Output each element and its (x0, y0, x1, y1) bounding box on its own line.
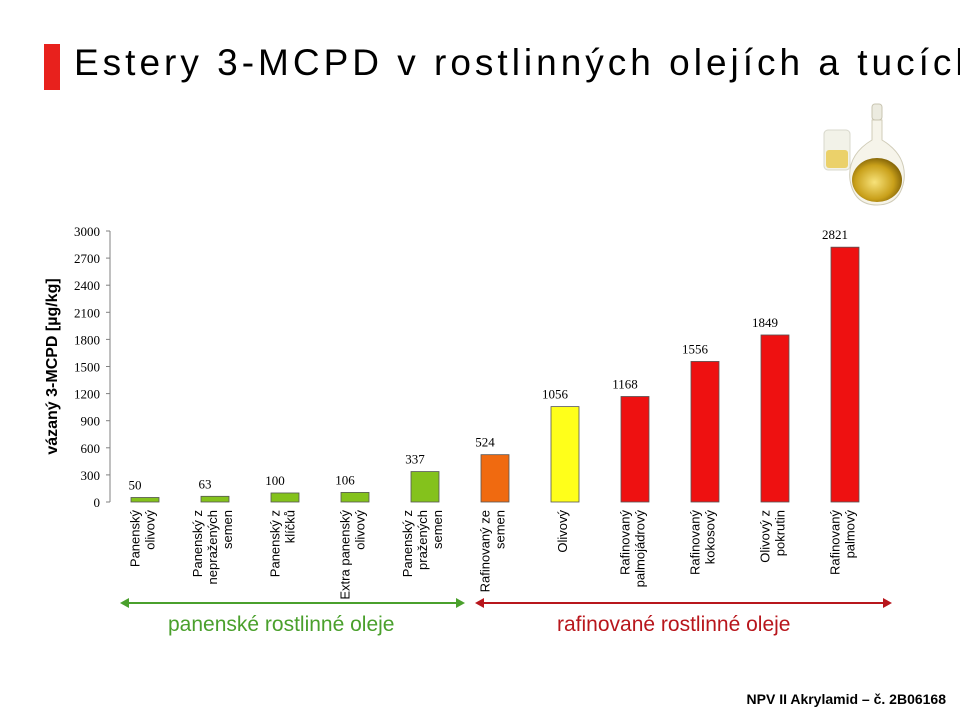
y-tick-label: 1500 (74, 360, 100, 375)
y-tick-label: 2700 (74, 251, 100, 266)
x-tick-label: Panenský zklíčků (268, 510, 298, 577)
data-label: 524 (475, 435, 495, 450)
bar (480, 454, 510, 503)
data-label: 100 (265, 473, 285, 488)
y-tick-label: 600 (81, 441, 101, 456)
data-label: 1556 (682, 341, 709, 356)
title-accent-bar (44, 44, 60, 90)
y-tick-label: 3000 (74, 224, 100, 239)
bar (270, 492, 300, 503)
data-label: 106 (335, 472, 355, 487)
x-tick-label: Rafinovanýpalmojádrový (618, 510, 648, 588)
bar (340, 492, 370, 503)
data-label: 2821 (822, 227, 848, 242)
oil-bottle-icon (823, 103, 905, 206)
bar (200, 495, 230, 503)
y-tick-label: 1200 (74, 387, 100, 402)
x-tick-label: Extra panenskýolivový (338, 510, 368, 600)
data-label: 1056 (542, 387, 569, 402)
bar (760, 334, 790, 503)
y-tick-label: 2100 (74, 305, 100, 320)
group-label-virgin: panenské rostlinné oleje (168, 613, 395, 636)
x-tick-label: Rafinovanýpalmový (828, 510, 858, 576)
group-arrow-virgin-head-left (120, 598, 129, 608)
y-tick-label: 0 (94, 495, 101, 510)
group-arrow-refined-head-right (883, 598, 892, 608)
x-tick-label: Olivový (555, 510, 570, 553)
bar (690, 361, 720, 503)
bar (130, 497, 160, 503)
bar (550, 406, 580, 503)
group-arrow-refined-head-left (475, 598, 484, 608)
bar (830, 246, 860, 503)
y-tick-label: 2400 (74, 278, 100, 293)
x-tick-label: Rafinovanýkokosový (688, 510, 718, 576)
x-tick-label: Panenský zpraženýchsemen (400, 510, 445, 577)
page-title: Estery 3-MCPD v rostlinných olejích a tu… (74, 42, 960, 83)
footer-project-id: NPV II Akrylamid – č. 2B06168 (746, 691, 946, 707)
x-tick-label: Panenský znepraženýchsemen (190, 510, 235, 584)
group-label-refined: rafinované rostlinné oleje (557, 613, 791, 636)
data-label: 337 (405, 452, 425, 467)
bar (410, 471, 440, 503)
data-label: 63 (199, 476, 212, 491)
y-tick-label: 300 (81, 468, 101, 483)
data-label: 1168 (612, 376, 638, 391)
bar (620, 396, 650, 503)
y-tick-label: 1800 (74, 332, 100, 347)
data-label: 50 (129, 477, 142, 492)
x-tick-label: Rafinovaný zesemen (478, 510, 508, 592)
group-arrow-virgin-head-right (456, 598, 465, 608)
x-tick-label: Panenskýolivový (128, 510, 158, 568)
y-tick-label: 900 (81, 414, 101, 429)
y-axis-title: vázaný 3-MCPD [µg/kg] (44, 278, 61, 454)
x-tick-label: Olivový zpokrutin (758, 510, 788, 563)
data-label: 1849 (752, 315, 778, 330)
